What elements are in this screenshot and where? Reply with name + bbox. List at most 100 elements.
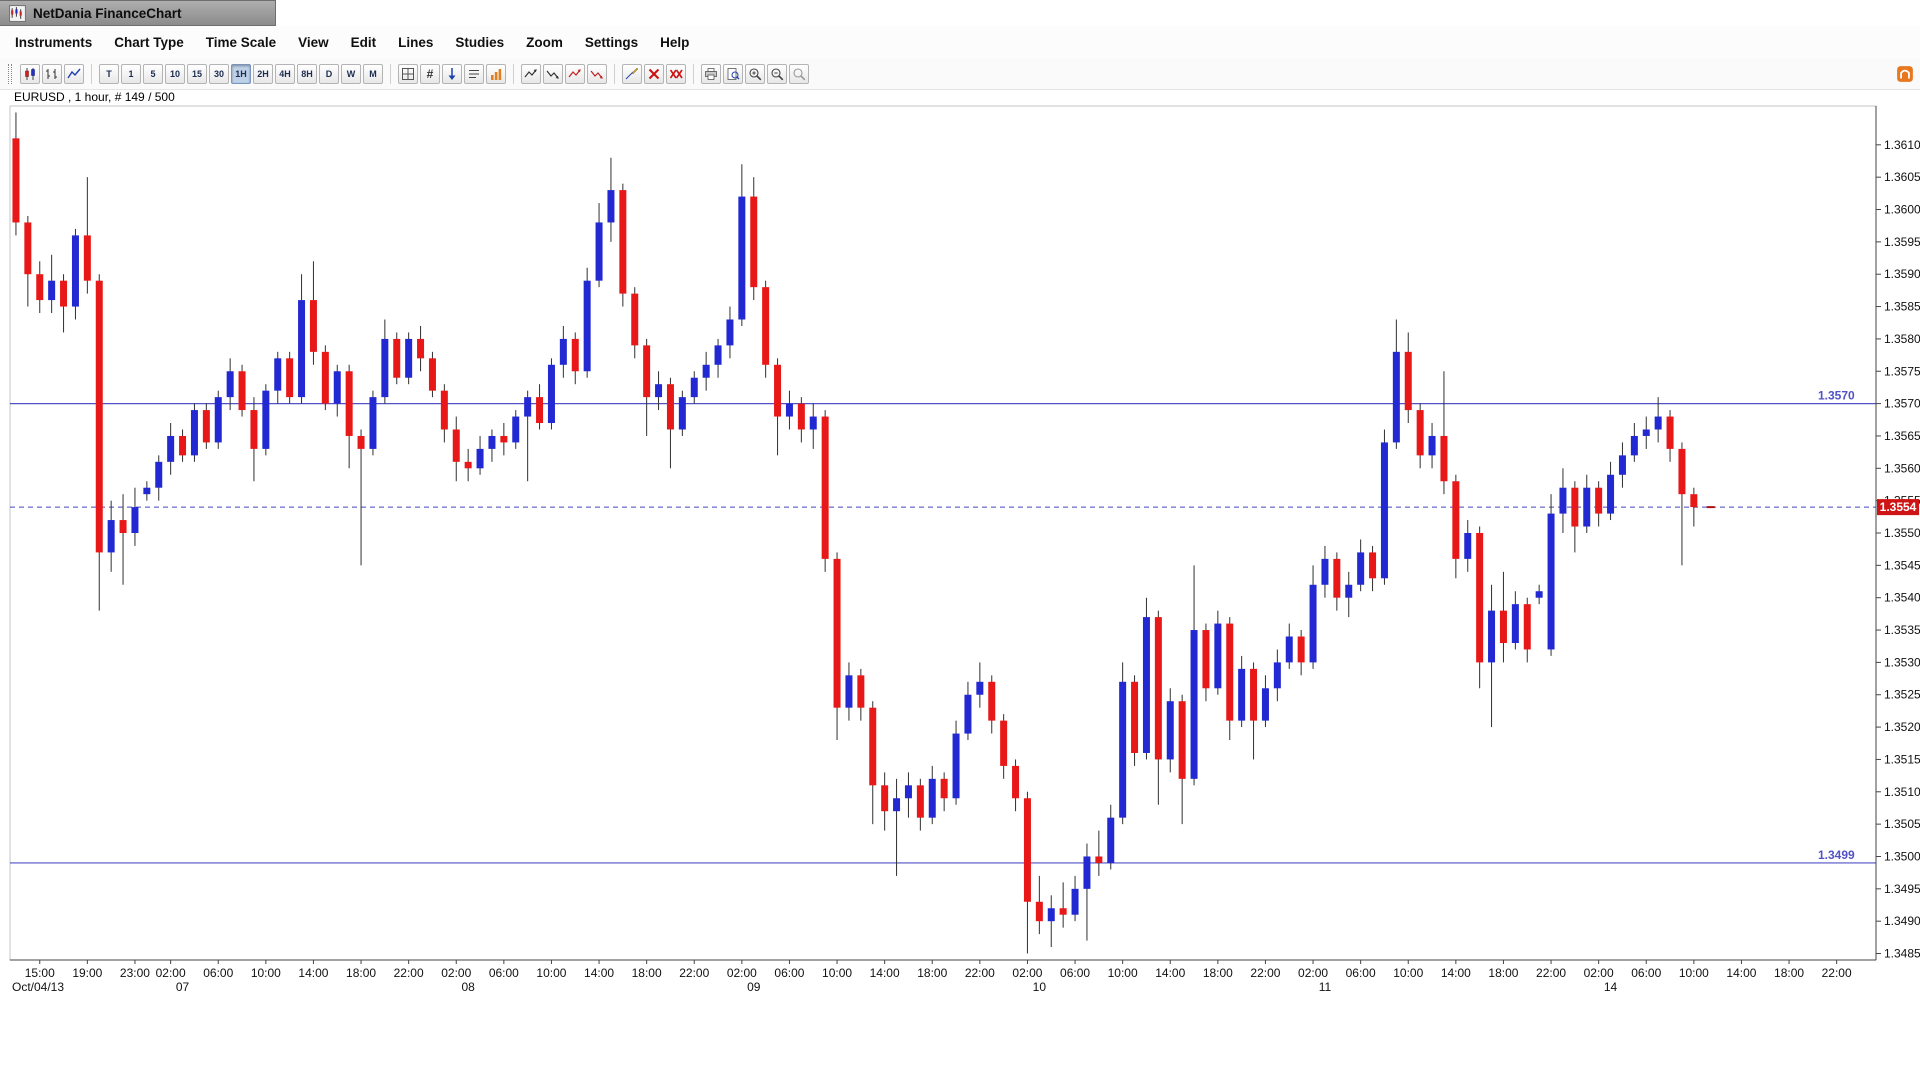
- menu-chart-type[interactable]: Chart Type: [114, 35, 184, 50]
- timeframe-8h-button[interactable]: 8H: [297, 64, 317, 84]
- zigzag-up-button[interactable]: [521, 64, 541, 84]
- zigzag-signal-up-button[interactable]: [565, 64, 585, 84]
- chart-type-candlestick-button[interactable]: [20, 64, 40, 84]
- candle-body: [1476, 533, 1484, 663]
- candle-body: [845, 675, 853, 708]
- timeframe-2h-button[interactable]: 2H: [253, 64, 273, 84]
- candle-body: [179, 435, 187, 456]
- candle-body: [1107, 817, 1115, 863]
- candle-body: [1154, 617, 1162, 760]
- print-button[interactable]: [701, 64, 721, 84]
- candle-body: [1511, 604, 1519, 643]
- draw-line-button[interactable]: [622, 64, 642, 84]
- timeframe-tick-button[interactable]: T: [99, 64, 119, 84]
- chart-type-bars-button[interactable]: [42, 64, 62, 84]
- date-label: 14: [1604, 980, 1618, 994]
- zoom-in-icon: [749, 68, 762, 81]
- candle-body: [1440, 435, 1448, 482]
- netdania-logo-icon: [1897, 66, 1913, 82]
- current-price-tag: [1877, 499, 1919, 516]
- menu-zoom[interactable]: Zoom: [526, 35, 563, 50]
- candle-body: [393, 338, 401, 378]
- date-label: Oct/04/13: [12, 980, 64, 994]
- date-label: 07: [176, 980, 190, 994]
- candle-body: [631, 293, 639, 346]
- timeframe-day-button[interactable]: D: [319, 64, 339, 84]
- tick-list-button[interactable]: [464, 64, 484, 84]
- candle-body: [1404, 351, 1412, 411]
- delete-line-button[interactable]: [644, 64, 664, 84]
- timeframe-10m-button[interactable]: 10: [165, 64, 185, 84]
- zoom-reset-button[interactable]: [789, 64, 809, 84]
- volume-button[interactable]: [486, 64, 506, 84]
- menu-edit[interactable]: Edit: [350, 35, 377, 50]
- candle-body: [1690, 494, 1698, 508]
- timeframe-1h-button[interactable]: 1H: [231, 64, 251, 84]
- menu-settings[interactable]: Settings: [584, 35, 639, 50]
- candle-body: [1012, 765, 1020, 799]
- price-label: 1.3535: [1884, 623, 1920, 637]
- menu-studies[interactable]: Studies: [455, 35, 505, 50]
- window-title-tab[interactable]: NetDania FinanceChart: [0, 0, 276, 26]
- timeframe-15m-button[interactable]: 15: [187, 64, 207, 84]
- delete-all-lines-button[interactable]: [666, 64, 686, 84]
- x-axis[interactable]: 15:00 19:00 23:00 02:00 06:00 10:00 14:00 18:00…: [12, 960, 1852, 994]
- candlestick-chart[interactable]: EURUSD , 1 hour, # 149 / 500 1.3570 1.349…: [0, 90, 1920, 1080]
- candle-body: [60, 280, 68, 307]
- price-label: 1.3575: [1884, 364, 1920, 378]
- toolbar: T 1 5 10 15 30 1H 2H 4H 8H D W M #: [0, 59, 1920, 90]
- candlestick-chart-icon: [25, 68, 35, 80]
- y-axis[interactable]: 1.3610 1.3605 1.3600 1.3595 1.3590 1.3585 1.35…: [1876, 138, 1920, 961]
- time-label: 18:00: [1203, 966, 1233, 980]
- grid-layout-button[interactable]: [398, 64, 418, 84]
- time-label: 06:00: [489, 966, 519, 980]
- chart-area[interactable]: EURUSD , 1 hour, # 149 / 500 1.3570 1.349…: [0, 90, 1920, 1080]
- level-lines: [10, 403, 1876, 864]
- candle-body: [655, 384, 663, 398]
- menu-time-scale[interactable]: Time Scale: [205, 35, 277, 50]
- timeframe-5m-button[interactable]: 5: [143, 64, 163, 84]
- candle-body: [857, 675, 865, 708]
- menu-lines[interactable]: Lines: [398, 35, 434, 50]
- data-window-button[interactable]: [442, 64, 462, 84]
- toolbar-grip[interactable]: [8, 64, 12, 84]
- candle-body: [1523, 604, 1531, 650]
- timeframe-1m-button[interactable]: 1: [121, 64, 141, 84]
- price-label: 1.3505: [1884, 817, 1920, 831]
- date-label: 11: [1319, 980, 1332, 994]
- candle-body: [12, 138, 20, 223]
- chart-window-icon: [9, 4, 26, 22]
- zigzag-down-button[interactable]: [543, 64, 563, 84]
- zigzag-signal-down-button[interactable]: [587, 64, 607, 84]
- time-label: 14:00: [1726, 966, 1756, 980]
- zoom-out-button[interactable]: [767, 64, 787, 84]
- toolbar-separator: [693, 64, 694, 84]
- price-label: 1.3565: [1884, 429, 1920, 443]
- candle-body: [428, 358, 436, 391]
- zigzag-down-red-icon: [590, 70, 603, 79]
- candle-body: [750, 196, 758, 288]
- delete-line-icon: [648, 68, 660, 80]
- candle-body: [250, 410, 258, 449]
- timeframe-30m-button[interactable]: 30: [209, 64, 229, 84]
- time-label: 22:00: [394, 966, 424, 980]
- candle-body: [1392, 351, 1400, 443]
- crosshair-button[interactable]: #: [420, 64, 440, 84]
- candle-body: [1380, 442, 1388, 579]
- candle-body: [1416, 410, 1424, 456]
- zoom-in-button[interactable]: [745, 64, 765, 84]
- candle-body: [904, 785, 912, 799]
- print-preview-button[interactable]: [723, 64, 743, 84]
- menu-help[interactable]: Help: [660, 35, 690, 50]
- timeframe-week-button[interactable]: W: [341, 64, 361, 84]
- candle-body: [71, 235, 79, 307]
- timeframe-4h-button[interactable]: 4H: [275, 64, 295, 84]
- chart-type-line-button[interactable]: [64, 64, 84, 84]
- price-label: 1.3610: [1884, 138, 1920, 152]
- netdania-logo-button[interactable]: [1896, 65, 1914, 83]
- delete-all-lines-icon: [669, 69, 683, 79]
- menu-instruments[interactable]: Instruments: [15, 35, 93, 50]
- timeframe-month-button[interactable]: M: [363, 64, 383, 84]
- candle-body: [1345, 584, 1353, 598]
- menu-view[interactable]: View: [298, 35, 329, 50]
